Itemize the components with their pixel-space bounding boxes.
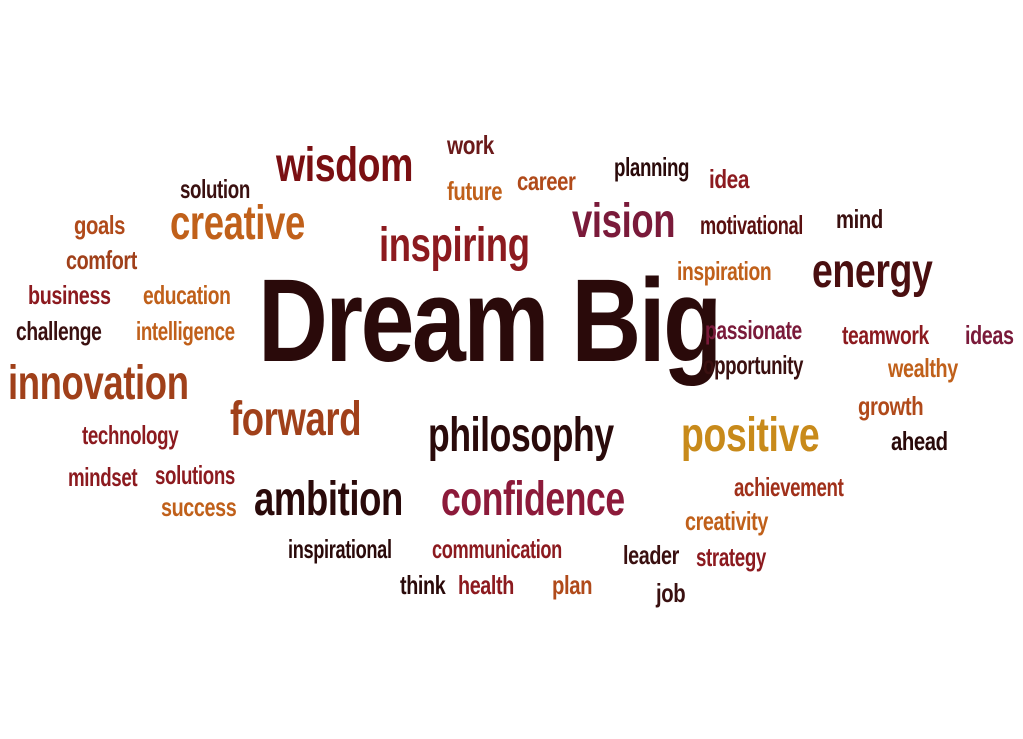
word-job: job: [656, 578, 686, 608]
word-solution: solution: [180, 174, 250, 204]
word-challenge: challenge: [16, 316, 102, 346]
word-communication: communication: [432, 534, 562, 564]
word-inspirational: inspirational: [288, 534, 392, 564]
word-leader: leader: [623, 540, 679, 570]
word-idea: idea: [709, 164, 750, 194]
word-future: future: [447, 176, 503, 206]
word-health: health: [458, 570, 514, 600]
word-solutions: solutions: [155, 460, 235, 490]
word-innovation: innovation: [8, 357, 189, 410]
word-positive: positive: [681, 409, 820, 462]
word-vision: vision: [572, 195, 676, 248]
word-passionate: passionate: [705, 315, 802, 345]
word-intelligence: intelligence: [136, 316, 235, 346]
word-work: work: [447, 130, 494, 160]
word-inspiration: inspiration: [677, 256, 772, 286]
word-inspiring: inspiring: [379, 219, 530, 272]
word-growth: growth: [858, 391, 924, 421]
word-think: think: [400, 570, 446, 600]
word-creative: creative: [170, 197, 305, 250]
word-mindset: mindset: [68, 462, 138, 492]
word-mind: mind: [836, 204, 883, 234]
word-technology: technology: [82, 420, 179, 450]
word-forward: forward: [230, 393, 362, 446]
word-confidence: confidence: [441, 473, 625, 526]
word-comfort: comfort: [66, 245, 137, 275]
word-dream-big: Dream Big: [258, 255, 722, 387]
word-teamwork: teamwork: [842, 320, 929, 350]
word-achievement: achievement: [734, 472, 844, 502]
word-plan: plan: [552, 570, 593, 600]
word-planning: planning: [614, 152, 690, 182]
word-wisdom: wisdom: [276, 139, 414, 192]
word-opportunity: opportunity: [703, 350, 804, 380]
word-creativity: creativity: [685, 506, 768, 536]
word-career: career: [517, 166, 576, 196]
word-education: education: [143, 280, 231, 310]
word-strategy: strategy: [696, 542, 766, 572]
word-energy: energy: [812, 245, 933, 298]
word-goals: goals: [74, 210, 126, 240]
word-philosophy: philosophy: [428, 409, 614, 462]
word-motivational: motivational: [700, 210, 803, 240]
word-ahead: ahead: [891, 426, 948, 456]
word-business: business: [28, 280, 111, 310]
word-ideas: ideas: [965, 320, 1014, 350]
word-success: success: [161, 492, 237, 522]
word-ambition: ambition: [254, 473, 403, 526]
word-wealthy: wealthy: [888, 353, 958, 383]
